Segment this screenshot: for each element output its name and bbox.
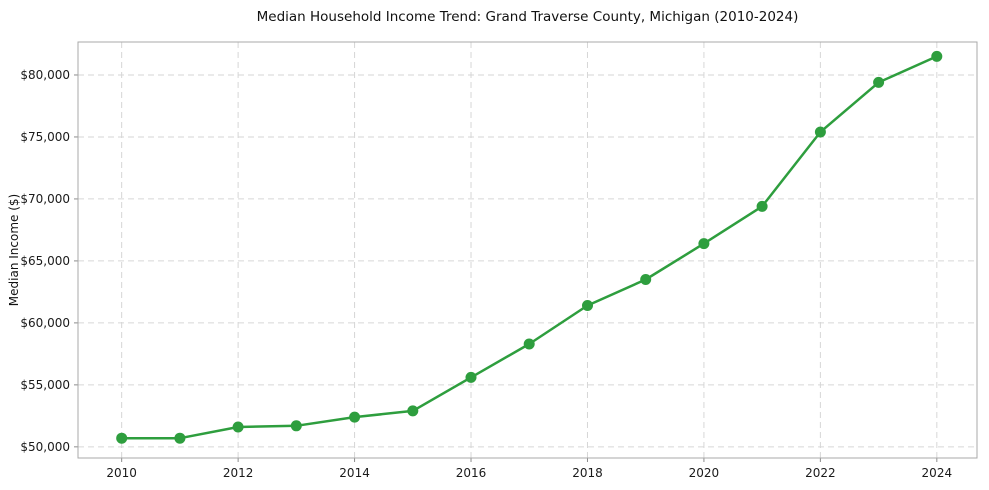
data-point-marker	[931, 50, 943, 62]
data-point-marker	[698, 238, 710, 250]
y-tick-label: $50,000	[20, 440, 70, 454]
plot-frame	[77, 41, 978, 459]
data-point-marker	[873, 76, 885, 88]
data-point-marker	[407, 405, 419, 417]
chart-title: Median Household Income Trend: Grand Tra…	[256, 9, 799, 25]
y-tick-label: $65,000	[20, 254, 70, 268]
y-tick-label: $75,000	[20, 130, 70, 144]
data-point-marker	[232, 421, 244, 433]
x-tick-label: 2018	[572, 466, 603, 480]
y-tick-label: $55,000	[20, 378, 70, 392]
data-point-marker	[523, 338, 535, 350]
x-tick-label: 2010	[106, 466, 137, 480]
x-tick-label: 2016	[456, 466, 487, 480]
data-point-marker	[582, 300, 593, 311]
data-point-marker	[349, 411, 361, 423]
x-tick-label: 2020	[689, 466, 720, 480]
x-tick-label: 2012	[223, 466, 254, 480]
data-point-marker	[756, 200, 768, 212]
y-tick-label: $60,000	[20, 316, 70, 330]
y-tick-label: $80,000	[20, 68, 70, 82]
data-point-marker	[174, 432, 186, 444]
x-tick-label: 2024	[922, 466, 953, 480]
trend-line	[120, 55, 939, 440]
data-point-marker	[465, 371, 477, 383]
x-tick-label: 2022	[805, 466, 836, 480]
y-tick-label: $70,000	[20, 192, 70, 206]
data-point-marker	[814, 126, 826, 138]
data-point-marker	[116, 432, 128, 444]
x-tick-label: 2014	[339, 466, 370, 480]
data-point-marker	[640, 274, 652, 285]
data-point-marker	[290, 420, 302, 432]
